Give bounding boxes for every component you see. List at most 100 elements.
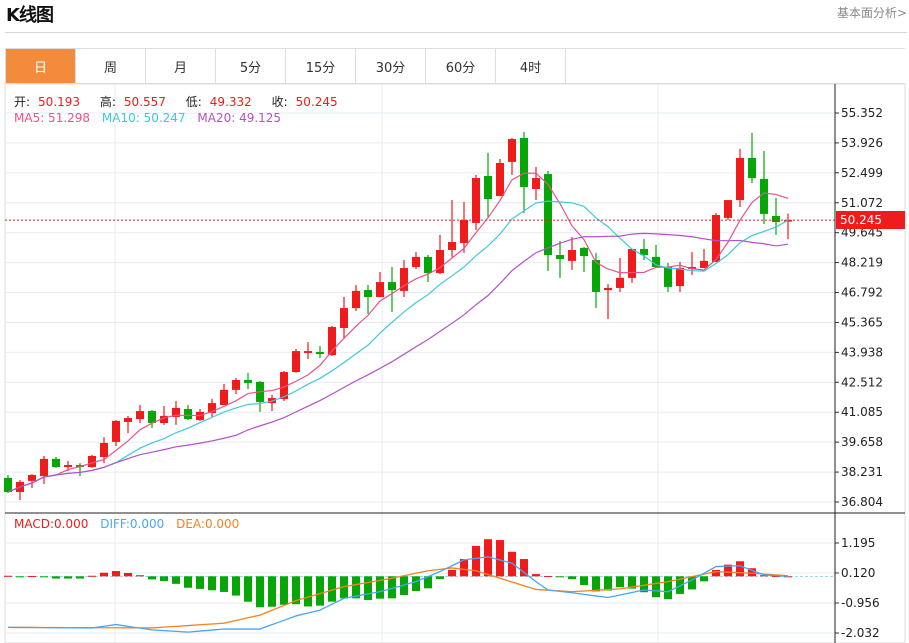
macd-bar [352,576,360,599]
candle-down [580,247,588,257]
macd-bar [640,576,648,593]
macd-bar [40,576,48,578]
macd-bar [124,572,132,577]
candle-down [184,408,192,420]
macd-bar [604,576,612,591]
macd-bar [556,576,564,578]
macd-bar [436,576,444,580]
candle-up [448,242,456,250]
macd-bar [364,576,372,601]
price-tick-label: 51.072 [841,196,883,210]
open-label: 开: [14,95,31,109]
tab-30min[interactable]: 30分 [356,49,426,83]
ma-lines [5,172,835,493]
ohlc-legend: 开: 50.193 高: 50.557 低: 49.332 收: 50.245 [14,93,354,110]
tab-month[interactable]: 月 [146,49,216,83]
open-value: 50.193 [38,95,81,109]
price-tick-label: 53.926 [841,136,883,150]
candle-down [544,174,552,256]
low-label: 低: [185,95,202,109]
macd-bar [700,576,708,582]
candle-up [136,411,144,420]
price-tick-label: 55.352 [841,106,883,120]
tab-15min[interactable]: 15分 [286,49,356,83]
macd-bar [784,576,792,578]
ma5-value: MA5: 51.298 [14,111,91,125]
macd-bar [388,576,396,599]
current-price-label: 50.245 [836,211,905,229]
macd-legend: MACD:0.000 DIFF:0.000 DEA:0.000 [14,517,247,531]
macd-bar [760,575,768,577]
close-value: 50.245 [295,95,338,109]
ma20-line [7,232,789,493]
price-tick-label: 36.804 [841,495,883,509]
macd-bar [580,576,588,585]
candle-up [508,139,516,162]
macd-bar [136,575,144,577]
price-tick-label: 42.512 [841,375,883,389]
macd-bar [508,551,516,577]
macd-bar [376,576,384,599]
candle-down [748,157,756,179]
page-title: K线图 [6,5,54,26]
candle-up [532,178,540,189]
candle-up [124,417,132,422]
macd-bar [64,576,72,579]
plot-frame [4,83,906,643]
candle-down [772,216,780,223]
macd-bar [712,569,720,577]
macd-bar [100,572,108,577]
macd-tick-label: 0.120 [841,566,875,580]
candle-down [640,248,648,256]
macd-bar [208,576,216,591]
candle-up [280,372,288,400]
low-value: 49.332 [209,95,252,109]
macd-bar [748,568,756,577]
macd-panel [4,539,835,633]
candle-up [340,308,348,329]
macd-bar [148,576,156,580]
candle-down [388,282,396,291]
candle-up [88,455,96,468]
macd-bar [772,576,780,578]
tab-4hour[interactable]: 4时 [496,49,566,83]
macd-bar [160,576,168,582]
candle-down [364,290,372,297]
candle-up [112,420,120,442]
candle-down [4,477,12,493]
macd-bar [4,575,12,577]
price-tick-label: 41.085 [841,405,883,419]
macd-bar [628,576,636,589]
tab-60min[interactable]: 60分 [426,49,496,83]
candle-up [100,442,108,457]
candle-up [724,200,732,218]
ma5-line [7,172,789,493]
candle-down [316,351,324,355]
tab-week[interactable]: 周 [76,49,146,83]
macd-bar [520,559,528,577]
candle-down [148,411,156,424]
tab-day[interactable]: 日 [6,49,76,83]
ma10-line [7,200,789,493]
fundamental-analysis-link[interactable]: 基本面分析> [836,6,907,20]
macd-bar [412,576,420,592]
diff-value: DIFF:0.000 [100,517,165,531]
tab-5min[interactable]: 5分 [216,49,286,83]
candle-up [568,249,576,261]
candle-up [436,249,444,274]
high-value: 50.557 [123,95,166,109]
candle-up [172,407,180,417]
candle-up [496,162,504,197]
candle-up [292,351,300,373]
candle-down [424,256,432,274]
macd-tick-label: -2.032 [841,626,880,640]
macd-bar [652,576,660,598]
macd-bar [52,576,60,579]
macd-bar [340,576,348,599]
macd-bar [724,564,732,577]
price-tick-label: 49.645 [841,226,883,240]
macd-bar [472,545,480,577]
candle-up [40,458,48,477]
candle-down [760,178,768,214]
